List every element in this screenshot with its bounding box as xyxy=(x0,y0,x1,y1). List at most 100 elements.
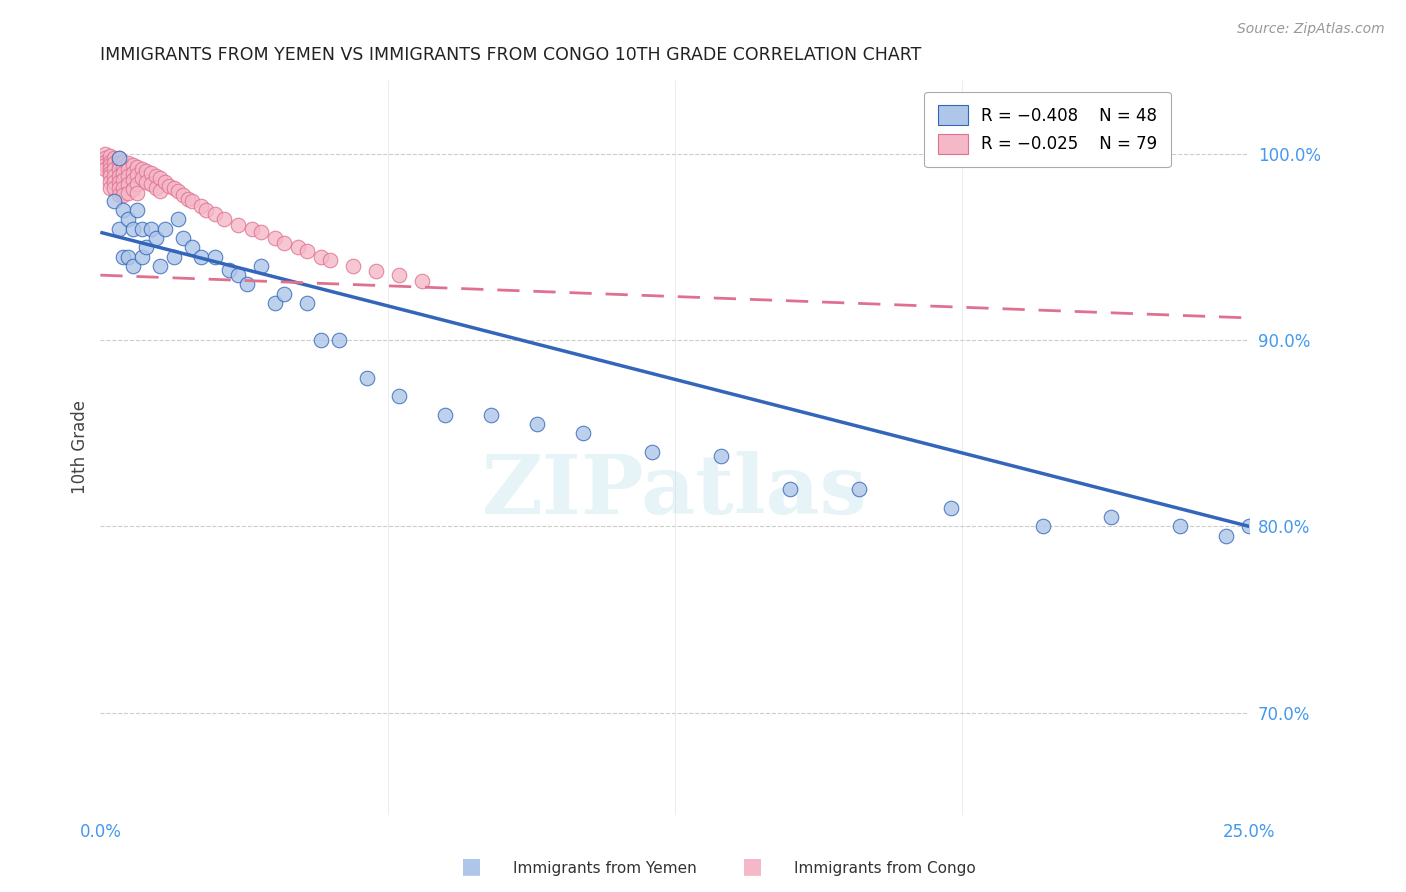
Point xyxy=(295,296,318,310)
Point xyxy=(121,221,143,235)
Point xyxy=(112,160,135,174)
Point xyxy=(107,161,129,176)
Point xyxy=(149,259,172,273)
Point xyxy=(139,221,162,235)
Point xyxy=(117,212,139,227)
Point xyxy=(145,180,167,194)
Point xyxy=(204,207,226,221)
Point xyxy=(94,154,117,169)
Point xyxy=(167,185,190,199)
Point xyxy=(98,161,121,176)
Point xyxy=(98,180,121,194)
Point xyxy=(273,236,295,251)
Point xyxy=(214,212,236,227)
Point xyxy=(127,177,149,191)
Point xyxy=(526,417,548,431)
Point xyxy=(157,178,180,193)
Point xyxy=(94,158,117,172)
Point xyxy=(117,250,139,264)
Point xyxy=(145,231,167,245)
Point xyxy=(572,426,595,441)
Point xyxy=(167,212,190,227)
Point xyxy=(107,151,129,165)
Point xyxy=(240,221,263,235)
Point xyxy=(264,231,287,245)
Point xyxy=(181,194,204,208)
Point xyxy=(226,268,249,282)
Point xyxy=(273,286,295,301)
Point xyxy=(121,173,143,187)
Point xyxy=(107,156,129,170)
Text: ■: ■ xyxy=(742,856,762,876)
Point xyxy=(356,370,378,384)
Point xyxy=(112,166,135,180)
Point xyxy=(135,164,157,178)
Point xyxy=(135,240,157,254)
Legend: R = −0.408    N = 48, R = −0.025    N = 79: R = −0.408 N = 48, R = −0.025 N = 79 xyxy=(925,92,1171,168)
Text: ZIPatlas: ZIPatlas xyxy=(482,451,868,532)
Point xyxy=(181,240,204,254)
Point xyxy=(309,333,332,347)
Point xyxy=(112,188,135,202)
Point xyxy=(149,185,172,199)
Point xyxy=(107,169,129,184)
Point xyxy=(250,259,273,273)
Point xyxy=(94,147,117,161)
Point xyxy=(98,169,121,184)
Point xyxy=(149,171,172,186)
Point xyxy=(121,158,143,172)
Point xyxy=(779,482,801,496)
Point xyxy=(319,253,342,268)
Point xyxy=(107,151,129,165)
Point xyxy=(107,188,129,202)
Point xyxy=(328,333,350,347)
Point xyxy=(103,151,125,165)
Point xyxy=(98,166,121,180)
Text: Immigrants from Yemen: Immigrants from Yemen xyxy=(513,861,697,876)
Point xyxy=(103,156,125,170)
Point xyxy=(204,250,226,264)
Point xyxy=(117,169,139,184)
Point xyxy=(1101,510,1123,524)
Point xyxy=(94,161,117,176)
Point xyxy=(103,175,125,189)
Point xyxy=(710,449,733,463)
Text: Source: ZipAtlas.com: Source: ZipAtlas.com xyxy=(1237,22,1385,37)
Point xyxy=(366,264,388,278)
Point xyxy=(121,259,143,273)
Point xyxy=(163,180,186,194)
Point xyxy=(127,186,149,201)
Point xyxy=(121,182,143,196)
Point xyxy=(112,250,135,264)
Point xyxy=(309,250,332,264)
Point xyxy=(190,250,212,264)
Point xyxy=(103,194,125,208)
Point xyxy=(287,240,309,254)
Point xyxy=(112,202,135,217)
Point xyxy=(226,218,249,232)
Point xyxy=(112,173,135,187)
Point xyxy=(641,445,664,459)
Point xyxy=(939,500,962,515)
Point xyxy=(94,151,117,165)
Point xyxy=(195,202,218,217)
Point xyxy=(218,262,240,277)
Point xyxy=(848,482,870,496)
Point xyxy=(163,250,186,264)
Point xyxy=(479,408,502,422)
Point xyxy=(153,221,176,235)
Point xyxy=(107,175,129,189)
Point xyxy=(135,175,157,189)
Point xyxy=(342,259,364,273)
Point xyxy=(117,156,139,170)
Point xyxy=(434,408,457,422)
Point xyxy=(176,192,198,206)
Point xyxy=(1239,519,1261,533)
Point xyxy=(127,202,149,217)
Point xyxy=(98,154,121,169)
Point xyxy=(131,161,153,176)
Point xyxy=(172,231,194,245)
Point xyxy=(145,169,167,184)
Point xyxy=(103,180,125,194)
Point xyxy=(1215,529,1237,543)
